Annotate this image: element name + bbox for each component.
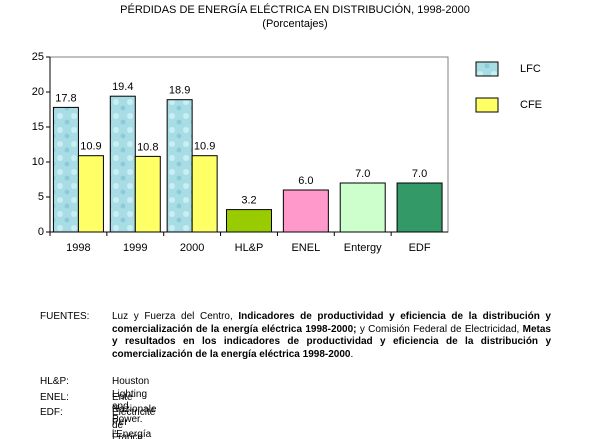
abbr-label: HL&P: — [40, 376, 69, 387]
data-label: 18.9 — [169, 85, 190, 97]
abbr-label: ENEL: — [40, 391, 69, 403]
y-tick-label: 15 — [32, 121, 44, 133]
bar — [396, 182, 443, 233]
y-tick-label: 5 — [38, 191, 44, 203]
sources-part: Indicadores de productividad y eficienci… — [112, 311, 551, 335]
sources-part: Luz y Fuerza del Centro, — [112, 311, 239, 322]
legend-label: LFC — [520, 63, 541, 75]
y-tick-label: 0 — [38, 226, 44, 238]
sources-label: FUENTES: — [40, 311, 90, 322]
bar — [166, 99, 193, 233]
x-tick-label: 1999 — [123, 242, 147, 254]
sources-text: Luz y Fuerza del Centro, Indicadores de … — [112, 311, 551, 361]
abbr-text: Houston Lighting and Power. — [112, 376, 150, 425]
abbr-label: EDF: — [40, 407, 63, 418]
x-tick-label: EDF — [409, 242, 431, 254]
sources-part: . — [350, 348, 354, 360]
sources-part: y Comisión Federal de Electricidad, — [356, 323, 523, 335]
x-tick-label: ENEL — [291, 242, 320, 254]
bar — [77, 155, 104, 233]
bar — [226, 209, 272, 233]
chart: PÉRDIDAS DE ENERGÍA ELÉCTRICA EN DISTRIB… — [32, 3, 542, 254]
legend-swatch — [475, 61, 499, 77]
y-tick-label: 20 — [32, 86, 44, 98]
data-label: 10.9 — [80, 141, 101, 153]
bar — [109, 95, 136, 233]
y-tick-label: 25 — [32, 51, 44, 63]
data-label: 17.8 — [55, 92, 76, 104]
x-tick-label: 1998 — [66, 242, 90, 254]
chart-subtitle: (Porcentajes) — [262, 18, 327, 30]
x-tick-label: Entergy — [344, 242, 382, 254]
data-label: 7.0 — [355, 168, 370, 180]
bar — [52, 106, 79, 233]
abbr-text: Ente Nazionale Per l'Energía Elettrica. — [112, 391, 157, 439]
data-label: 6.0 — [298, 175, 313, 187]
bar — [191, 155, 218, 233]
x-tick-label: 2000 — [180, 242, 204, 254]
bar — [282, 189, 329, 233]
y-tick-label: 10 — [32, 156, 44, 168]
sources-part: Metas y resultados en los indicadores de… — [112, 323, 551, 360]
data-label: 7.0 — [412, 168, 427, 180]
data-label: 19.4 — [112, 81, 133, 93]
chart-title: PÉRDIDAS DE ENERGÍA ELÉCTRICA EN DISTRIB… — [120, 3, 470, 16]
bar — [339, 182, 386, 233]
legend-label: CFE — [520, 99, 542, 111]
legend-swatch — [475, 97, 499, 113]
abbr-text: Electricité de France. — [112, 407, 156, 439]
data-label: 10.9 — [194, 141, 215, 153]
data-label: 3.2 — [241, 195, 256, 207]
x-tick-label: HL&P — [235, 242, 264, 254]
data-label: 10.8 — [137, 141, 158, 153]
bar — [134, 155, 161, 233]
